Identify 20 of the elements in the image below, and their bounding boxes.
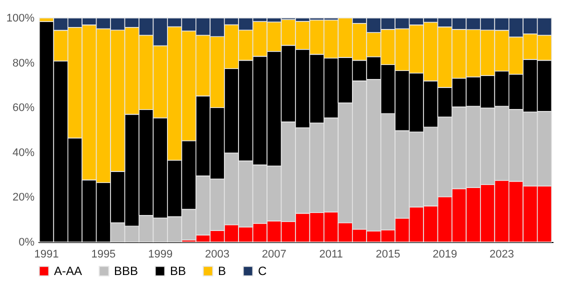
x-tick-label: 2023 (490, 248, 514, 260)
y-tick-label: 20% (12, 192, 35, 204)
legend-label: BBB (114, 264, 138, 278)
x-tick-label: 1991 (34, 248, 59, 260)
x-tick-label: 2019 (432, 248, 458, 260)
legend-label: B (218, 264, 226, 278)
x-tick-label: 2007 (262, 248, 286, 260)
x-tick-label: 2015 (376, 248, 400, 260)
x-tick-label: 1999 (148, 248, 173, 260)
legend-label: C (258, 264, 267, 278)
x-tick-label: 2011 (319, 248, 343, 260)
x-tick-label: 1995 (91, 248, 116, 260)
x-tick-label: 2003 (205, 248, 230, 260)
y-tick-label: 60% (12, 102, 35, 114)
y-tick-label: 40% (12, 146, 35, 159)
y-tick-label: 80% (12, 57, 35, 70)
legend-label: BB (170, 264, 186, 278)
y-tick-label: 100% (6, 12, 35, 24)
legend-label: A-AA (54, 264, 82, 278)
y-tick-label: 0% (18, 236, 35, 248)
